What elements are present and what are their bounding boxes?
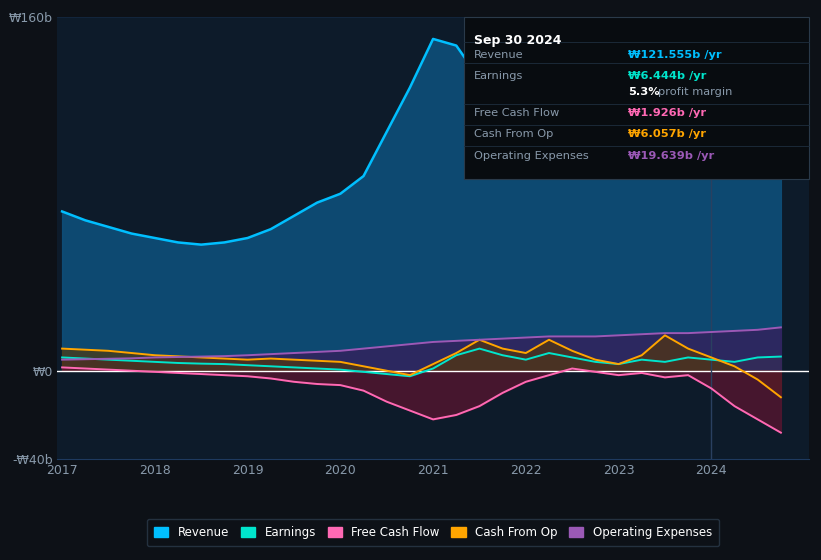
Text: Operating Expenses: Operating Expenses — [474, 151, 589, 161]
Text: ₩6.444b /yr: ₩6.444b /yr — [628, 71, 706, 81]
Text: Cash From Op: Cash From Op — [474, 129, 553, 139]
Text: profit margin: profit margin — [658, 87, 732, 97]
Text: ₩19.639b /yr: ₩19.639b /yr — [628, 151, 714, 161]
Text: Revenue: Revenue — [474, 50, 523, 60]
Text: ₩1.926b /yr: ₩1.926b /yr — [628, 108, 706, 118]
Text: 5.3%: 5.3% — [628, 87, 660, 97]
Text: Earnings: Earnings — [474, 71, 523, 81]
Text: Free Cash Flow: Free Cash Flow — [474, 108, 559, 118]
Legend: Revenue, Earnings, Free Cash Flow, Cash From Op, Operating Expenses: Revenue, Earnings, Free Cash Flow, Cash … — [147, 519, 719, 546]
Text: ₩121.555b /yr: ₩121.555b /yr — [628, 50, 722, 60]
Text: ₩6.057b /yr: ₩6.057b /yr — [628, 129, 706, 139]
Text: Sep 30 2024: Sep 30 2024 — [474, 34, 562, 46]
